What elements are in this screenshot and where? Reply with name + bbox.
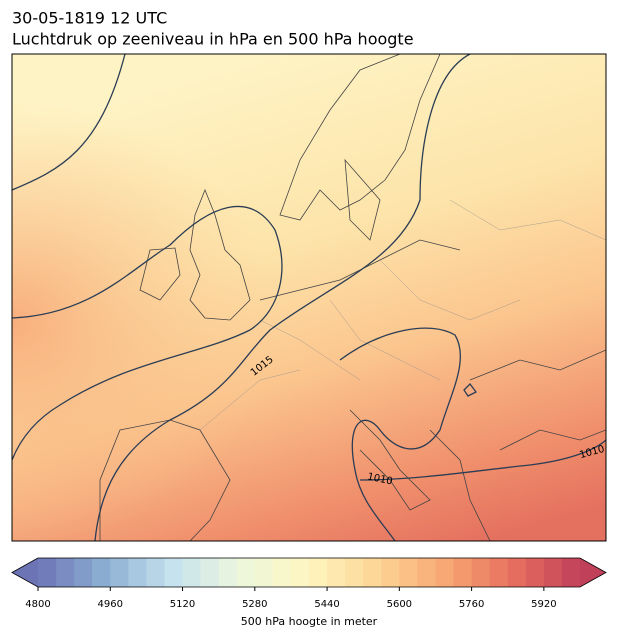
colorbar-tick-label: 4800 xyxy=(25,599,50,610)
colorbar-band xyxy=(200,558,220,587)
colorbar-band xyxy=(74,558,93,587)
height-field-west xyxy=(12,54,606,541)
colorbar-band xyxy=(435,558,455,587)
subtitle: Luchtdruk op zeeniveau in hPa en 500 hPa… xyxy=(12,30,414,49)
isobar-label: 1010 xyxy=(366,471,393,487)
colorbar-band xyxy=(164,558,184,587)
colorbar-frame xyxy=(11,557,607,588)
isobar xyxy=(94,54,471,541)
coastline xyxy=(139,188,251,321)
colorbar-tick-label: 5120 xyxy=(170,599,195,610)
colorbar-band xyxy=(92,558,111,587)
colorbar-band xyxy=(272,558,292,587)
title: 30-05-1819 12 UTC xyxy=(12,9,167,28)
isobar xyxy=(12,54,126,191)
colorbar-band xyxy=(128,558,147,587)
coastline xyxy=(279,54,441,241)
colorbar-label: 500 hPa hoogte in meter xyxy=(241,615,378,628)
colorbar-band xyxy=(110,558,129,587)
colorbar-band xyxy=(146,558,165,587)
colorbar-band xyxy=(236,558,256,587)
colorbar-band xyxy=(56,558,75,587)
colorbar-band xyxy=(525,558,545,587)
colorbar: 4800 4960 5120 5280 5440 5600 5760 5920 500 hPa … xyxy=(11,557,607,628)
border xyxy=(199,199,606,431)
colorbar-tick-label: 5760 xyxy=(459,599,484,610)
colorbar-extend-high xyxy=(580,558,606,587)
colorbar-band xyxy=(309,558,328,587)
colorbar-band xyxy=(417,558,436,587)
colorbar-tick-label: 5920 xyxy=(531,599,556,610)
colorbar-band xyxy=(38,558,57,587)
colorbar-band xyxy=(381,558,400,587)
isobar xyxy=(12,205,283,461)
colorbar-band xyxy=(543,558,563,587)
colorbar-band xyxy=(399,558,418,587)
colorbar-band xyxy=(363,558,382,587)
colorbar-band xyxy=(345,558,364,587)
colorbar-band xyxy=(471,558,491,587)
colorbar-tick-label: 5280 xyxy=(242,599,267,610)
isobar xyxy=(463,383,477,397)
colorbar-band xyxy=(327,558,346,587)
colorbar-tick-label: 4960 xyxy=(98,599,123,610)
map-frame xyxy=(11,53,607,542)
colorbar-band xyxy=(218,558,238,587)
colorbar-extend-low xyxy=(12,558,38,587)
colorbar-tick-label: 5600 xyxy=(387,599,412,610)
map: 1015 1010 1010 1010 xyxy=(12,54,606,541)
colorbar-band xyxy=(182,558,202,587)
colorbar-band xyxy=(453,558,473,587)
colorbar-band xyxy=(489,558,509,587)
colorbar-band xyxy=(561,558,581,587)
colorbar-band xyxy=(290,558,310,587)
colorbar-band xyxy=(254,558,274,587)
colorbar-tick-label: 5440 xyxy=(314,599,339,610)
colorbar-band xyxy=(507,558,527,587)
isobar xyxy=(339,327,462,541)
isobar xyxy=(359,439,606,481)
